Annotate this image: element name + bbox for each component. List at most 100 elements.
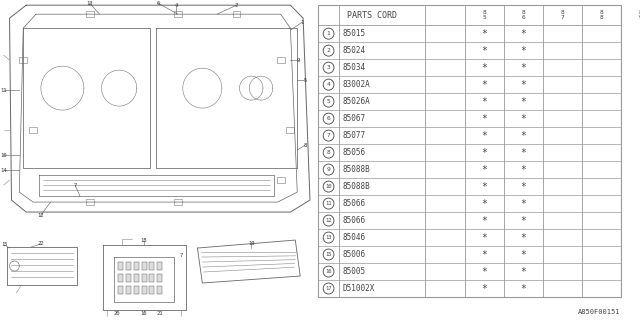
Bar bbox=[150, 274, 154, 282]
Bar bbox=[150, 262, 154, 270]
Text: *: * bbox=[520, 284, 526, 293]
Text: *: * bbox=[520, 63, 526, 73]
Text: 6: 6 bbox=[157, 1, 160, 6]
Text: 15: 15 bbox=[325, 252, 332, 257]
Text: *: * bbox=[520, 164, 526, 175]
Text: 85067: 85067 bbox=[342, 114, 365, 123]
Text: 8
9: 8 9 bbox=[639, 10, 640, 20]
Text: 7: 7 bbox=[74, 183, 77, 188]
Text: 12: 12 bbox=[38, 212, 44, 218]
Text: 11: 11 bbox=[1, 88, 7, 92]
Text: 85088B: 85088B bbox=[342, 182, 370, 191]
Bar bbox=[276, 57, 285, 63]
Text: *: * bbox=[520, 233, 526, 243]
Text: PARTS CORD: PARTS CORD bbox=[347, 11, 397, 20]
Bar bbox=[174, 199, 182, 205]
Text: *: * bbox=[481, 114, 487, 124]
Text: 4: 4 bbox=[174, 3, 177, 8]
Text: 5: 5 bbox=[303, 78, 307, 83]
Text: 85026A: 85026A bbox=[342, 97, 370, 106]
Text: 8
5: 8 5 bbox=[483, 10, 486, 20]
Text: 17: 17 bbox=[325, 286, 332, 291]
Bar bbox=[29, 127, 37, 133]
Bar bbox=[318, 5, 621, 297]
Text: 4: 4 bbox=[326, 82, 330, 87]
Text: 22: 22 bbox=[38, 241, 44, 245]
Bar bbox=[157, 274, 162, 282]
Text: 85077: 85077 bbox=[342, 131, 365, 140]
Bar bbox=[134, 274, 139, 282]
Text: *: * bbox=[481, 250, 487, 260]
Text: 10: 10 bbox=[325, 184, 332, 189]
Text: *: * bbox=[481, 46, 487, 56]
Bar bbox=[134, 286, 139, 294]
Text: 8: 8 bbox=[326, 150, 330, 155]
Bar bbox=[118, 286, 123, 294]
Bar bbox=[287, 127, 294, 133]
Text: 15: 15 bbox=[1, 242, 8, 246]
Text: *: * bbox=[481, 63, 487, 73]
Bar bbox=[157, 286, 162, 294]
Text: 85066: 85066 bbox=[342, 216, 365, 225]
Text: *: * bbox=[520, 267, 526, 276]
Bar bbox=[86, 11, 93, 17]
Text: 20: 20 bbox=[114, 310, 120, 316]
Text: *: * bbox=[520, 80, 526, 90]
Text: 8
7: 8 7 bbox=[561, 10, 564, 20]
Text: *: * bbox=[481, 181, 487, 192]
Text: *: * bbox=[520, 114, 526, 124]
Bar bbox=[126, 262, 131, 270]
Text: 85066: 85066 bbox=[342, 199, 365, 208]
Text: 18: 18 bbox=[140, 237, 147, 243]
Text: 8
8: 8 8 bbox=[600, 10, 604, 20]
Text: 5: 5 bbox=[326, 99, 330, 104]
Text: *: * bbox=[520, 29, 526, 39]
Text: 2: 2 bbox=[326, 48, 330, 53]
Text: 13: 13 bbox=[86, 1, 93, 6]
Text: 85006: 85006 bbox=[342, 250, 365, 259]
Text: *: * bbox=[520, 131, 526, 140]
Text: 8
6: 8 6 bbox=[522, 10, 525, 20]
Text: 85024: 85024 bbox=[342, 46, 365, 55]
Text: 85046: 85046 bbox=[342, 233, 365, 242]
Text: 7: 7 bbox=[179, 252, 182, 258]
Bar bbox=[118, 274, 123, 282]
Text: 10: 10 bbox=[1, 153, 7, 157]
Text: 9: 9 bbox=[326, 167, 330, 172]
Text: 2: 2 bbox=[235, 3, 238, 8]
Text: *: * bbox=[520, 97, 526, 107]
Bar bbox=[233, 11, 241, 17]
Bar bbox=[134, 262, 139, 270]
Text: 85034: 85034 bbox=[342, 63, 365, 72]
Text: *: * bbox=[481, 29, 487, 39]
Bar bbox=[276, 177, 285, 183]
Text: *: * bbox=[481, 216, 487, 226]
Text: *: * bbox=[481, 284, 487, 293]
Text: *: * bbox=[520, 148, 526, 157]
Bar bbox=[174, 11, 182, 17]
Bar bbox=[19, 57, 27, 63]
Text: *: * bbox=[481, 148, 487, 157]
Text: 85015: 85015 bbox=[342, 29, 365, 38]
Bar bbox=[150, 286, 154, 294]
Bar bbox=[141, 274, 147, 282]
Text: *: * bbox=[520, 250, 526, 260]
Text: 14: 14 bbox=[1, 168, 7, 172]
Text: *: * bbox=[520, 199, 526, 209]
Bar bbox=[86, 199, 93, 205]
Bar bbox=[126, 286, 131, 294]
Text: *: * bbox=[481, 164, 487, 175]
Text: 7: 7 bbox=[326, 133, 330, 138]
Text: 85088B: 85088B bbox=[342, 165, 370, 174]
Text: 6: 6 bbox=[326, 116, 330, 121]
Text: *: * bbox=[481, 199, 487, 209]
Text: *: * bbox=[481, 97, 487, 107]
Text: 13: 13 bbox=[325, 235, 332, 240]
Bar bbox=[118, 262, 123, 270]
Text: 11: 11 bbox=[325, 201, 332, 206]
Text: *: * bbox=[481, 233, 487, 243]
Text: *: * bbox=[520, 181, 526, 192]
Text: 16: 16 bbox=[325, 269, 332, 274]
Bar bbox=[157, 262, 162, 270]
Text: 8: 8 bbox=[303, 143, 307, 148]
